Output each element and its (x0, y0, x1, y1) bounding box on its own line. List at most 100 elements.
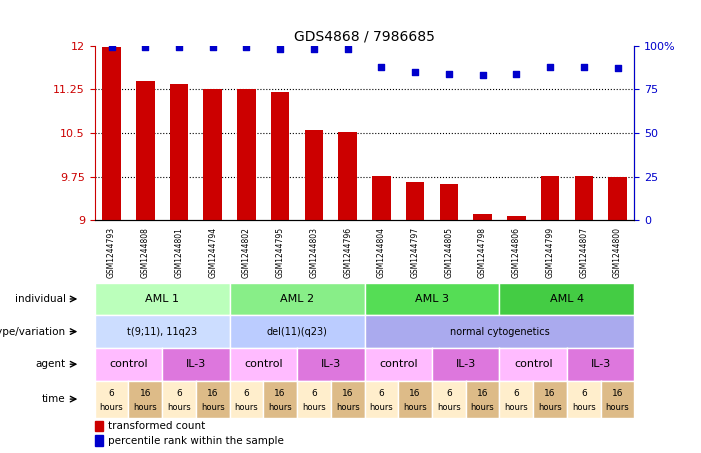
Text: GSM1244808: GSM1244808 (141, 226, 150, 278)
Text: hours: hours (200, 403, 224, 412)
Text: GSM1244793: GSM1244793 (107, 226, 116, 278)
Text: GSM1244805: GSM1244805 (444, 226, 454, 278)
Point (443, 70, 454, 77)
Bar (95, 421, 103, 431)
Text: agent: agent (36, 359, 66, 369)
Text: 6: 6 (243, 389, 250, 398)
Title: GDS4868 / 7986685: GDS4868 / 7986685 (294, 29, 435, 43)
Bar (136, 81, 154, 220)
Text: GSM1244803: GSM1244803 (309, 226, 318, 278)
Bar (540, 176, 559, 220)
Text: control: control (109, 359, 148, 369)
Text: 16: 16 (274, 389, 286, 398)
Text: hours: hours (268, 403, 292, 412)
Bar (406, 182, 424, 220)
Text: GSM1244796: GSM1244796 (343, 226, 352, 278)
Text: hours: hours (336, 403, 360, 412)
Text: AML 3: AML 3 (415, 294, 449, 304)
Text: hours: hours (403, 403, 427, 412)
Bar (507, 216, 526, 220)
Text: 6: 6 (513, 389, 519, 398)
Bar (473, 214, 492, 220)
Bar (102, 48, 121, 220)
Text: transformed count: transformed count (107, 421, 205, 431)
Bar (203, 89, 222, 220)
Text: AML 1: AML 1 (145, 294, 179, 304)
Text: normal cytogenetics: normal cytogenetics (449, 327, 550, 337)
Text: IL-3: IL-3 (590, 359, 611, 369)
Bar (608, 177, 627, 220)
Text: 6: 6 (446, 389, 451, 398)
Text: genotype/variation: genotype/variation (0, 327, 66, 337)
Text: time: time (42, 394, 66, 404)
Text: 16: 16 (207, 389, 219, 398)
Point (376, 63, 387, 70)
Text: hours: hours (100, 403, 123, 412)
Text: hours: hours (133, 403, 157, 412)
Text: AML 2: AML 2 (280, 294, 314, 304)
Text: 16: 16 (139, 389, 151, 398)
Bar (95, 435, 103, 446)
Bar (271, 92, 290, 220)
Text: 16: 16 (342, 389, 353, 398)
Bar (339, 132, 357, 220)
Text: hours: hours (302, 403, 326, 412)
Point (342, 46, 353, 53)
Text: GSM1244798: GSM1244798 (478, 226, 487, 278)
Text: hours: hours (572, 403, 596, 412)
Point (612, 65, 623, 72)
Text: individual: individual (15, 294, 66, 304)
Text: control: control (379, 359, 418, 369)
Bar (170, 83, 189, 220)
Point (139, 44, 151, 51)
Point (241, 44, 252, 51)
Text: IL-3: IL-3 (320, 359, 341, 369)
Text: hours: hours (167, 403, 191, 412)
Text: hours: hours (369, 403, 393, 412)
Text: hours: hours (538, 403, 562, 412)
Text: IL-3: IL-3 (186, 359, 206, 369)
Text: 16: 16 (477, 389, 489, 398)
Bar (575, 176, 593, 220)
Text: GSM1244806: GSM1244806 (512, 226, 521, 278)
Text: control: control (514, 359, 552, 369)
Point (578, 63, 590, 70)
Text: percentile rank within the sample: percentile rank within the sample (107, 435, 283, 445)
Text: GSM1244799: GSM1244799 (545, 226, 554, 278)
Text: GSM1244801: GSM1244801 (175, 226, 184, 278)
Text: 16: 16 (544, 389, 556, 398)
Text: 16: 16 (409, 389, 421, 398)
Bar (440, 183, 458, 220)
Text: hours: hours (606, 403, 629, 412)
Text: GSM1244802: GSM1244802 (242, 226, 251, 278)
Text: GSM1244794: GSM1244794 (208, 226, 217, 278)
Text: del(11)(q23): del(11)(q23) (266, 327, 327, 337)
Text: hours: hours (470, 403, 494, 412)
Bar (305, 130, 323, 220)
Text: t(9;11), 11q23: t(9;11), 11q23 (127, 327, 197, 337)
Text: 6: 6 (379, 389, 384, 398)
Point (275, 46, 286, 53)
Text: GSM1244804: GSM1244804 (377, 226, 386, 278)
Text: hours: hours (505, 403, 529, 412)
Text: GSM1244797: GSM1244797 (411, 226, 420, 278)
Text: 16: 16 (612, 389, 623, 398)
Point (545, 63, 556, 70)
Text: hours: hours (235, 403, 259, 412)
Text: 6: 6 (311, 389, 317, 398)
Text: control: control (244, 359, 283, 369)
Text: 6: 6 (176, 389, 182, 398)
Point (106, 44, 117, 51)
Point (173, 44, 184, 51)
Text: IL-3: IL-3 (456, 359, 476, 369)
Point (511, 70, 522, 77)
Text: GSM1244800: GSM1244800 (613, 226, 622, 278)
Point (207, 44, 218, 51)
Point (308, 46, 320, 53)
Text: 6: 6 (581, 389, 587, 398)
Text: hours: hours (437, 403, 461, 412)
Text: AML 4: AML 4 (550, 294, 584, 304)
Text: GSM1244807: GSM1244807 (579, 226, 588, 278)
Point (477, 72, 488, 79)
Text: GSM1244795: GSM1244795 (275, 226, 285, 278)
